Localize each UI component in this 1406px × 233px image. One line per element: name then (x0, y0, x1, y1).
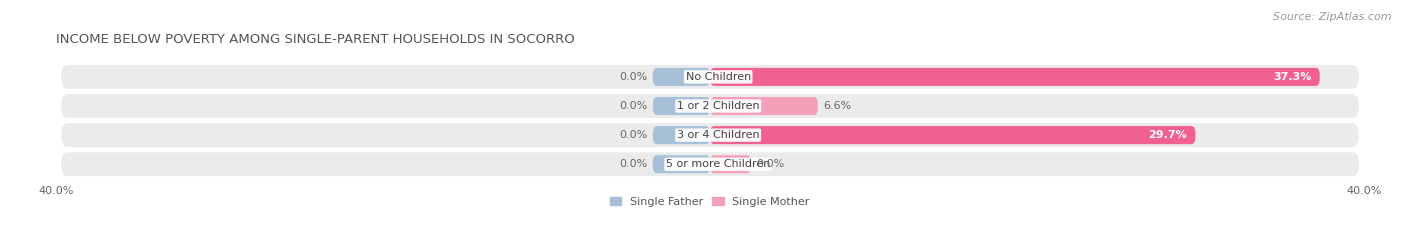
FancyBboxPatch shape (60, 94, 1360, 118)
Text: 37.3%: 37.3% (1274, 72, 1312, 82)
FancyBboxPatch shape (60, 65, 1360, 89)
Legend: Single Father, Single Mother: Single Father, Single Mother (610, 197, 810, 207)
Text: No Children: No Children (686, 72, 751, 82)
Text: 0.0%: 0.0% (756, 159, 785, 169)
Text: INCOME BELOW POVERTY AMONG SINGLE-PARENT HOUSEHOLDS IN SOCORRO: INCOME BELOW POVERTY AMONG SINGLE-PARENT… (56, 33, 575, 46)
Text: 0.0%: 0.0% (620, 159, 648, 169)
Text: 1 or 2 Children: 1 or 2 Children (676, 101, 759, 111)
FancyBboxPatch shape (60, 152, 1360, 176)
Text: Source: ZipAtlas.com: Source: ZipAtlas.com (1274, 12, 1392, 22)
FancyBboxPatch shape (60, 123, 1360, 147)
FancyBboxPatch shape (710, 97, 818, 115)
Text: 6.6%: 6.6% (823, 101, 851, 111)
FancyBboxPatch shape (652, 126, 710, 144)
FancyBboxPatch shape (710, 155, 751, 173)
Text: 0.0%: 0.0% (620, 72, 648, 82)
FancyBboxPatch shape (710, 126, 1195, 144)
Text: 0.0%: 0.0% (620, 130, 648, 140)
FancyBboxPatch shape (652, 155, 710, 173)
FancyBboxPatch shape (652, 97, 710, 115)
Text: 5 or more Children: 5 or more Children (666, 159, 770, 169)
Text: 29.7%: 29.7% (1149, 130, 1187, 140)
Text: 0.0%: 0.0% (620, 101, 648, 111)
Text: 3 or 4 Children: 3 or 4 Children (676, 130, 759, 140)
FancyBboxPatch shape (710, 68, 1320, 86)
FancyBboxPatch shape (652, 68, 710, 86)
